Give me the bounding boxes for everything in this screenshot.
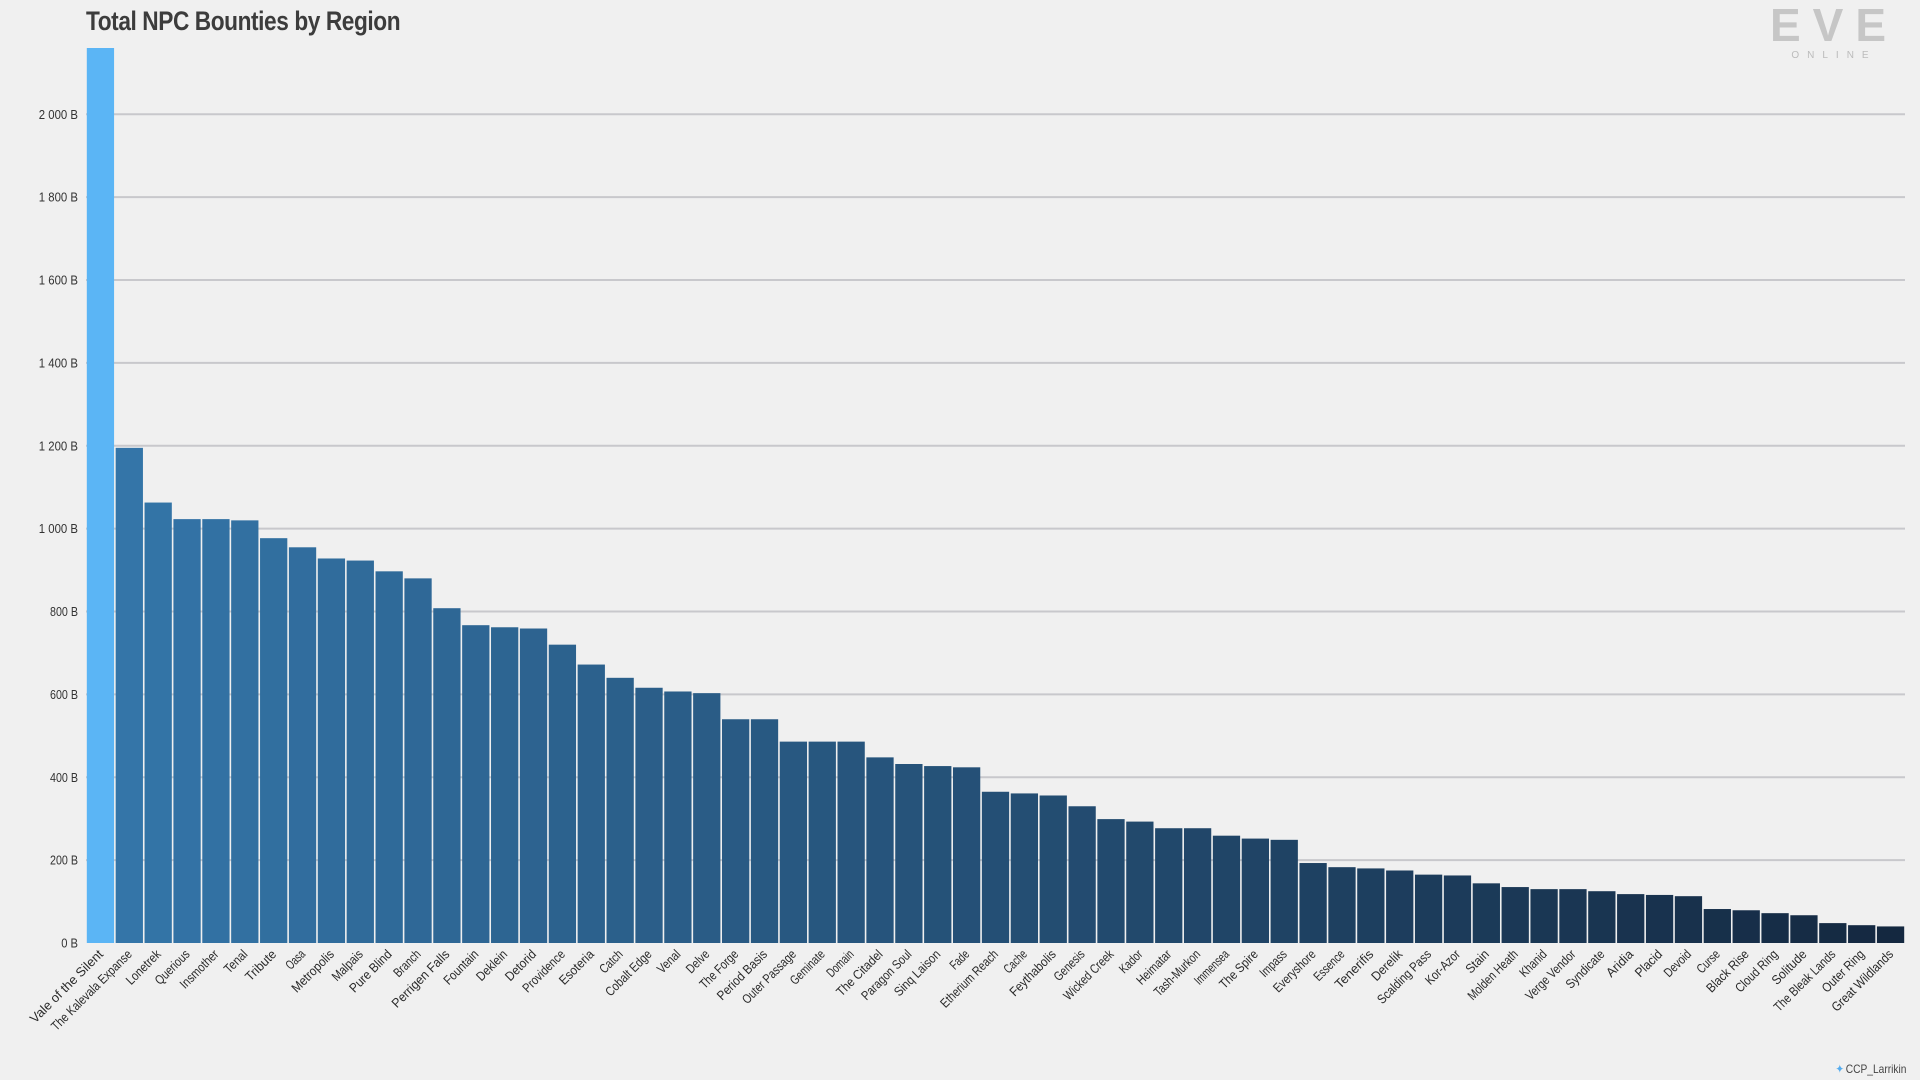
y-tick-label: 1 600 B — [39, 273, 78, 288]
bar-cache — [1010, 793, 1039, 943]
bar-vale-of-the-silent — [86, 48, 115, 943]
bar-fade — [952, 767, 981, 943]
bar-esoteria — [577, 664, 605, 943]
twitter-bird-icon: ✦ — [1835, 1062, 1844, 1076]
y-tick-label: 1 400 B — [39, 355, 78, 370]
bar-branch — [404, 578, 432, 943]
bar-aridia — [1617, 894, 1645, 943]
bar-sinq-laison — [924, 766, 952, 943]
bar-geminate — [808, 741, 836, 943]
bar-curse — [1703, 909, 1731, 943]
bar-detorid — [519, 628, 548, 943]
bar-metropolis — [317, 558, 346, 943]
bar-tenal — [231, 520, 259, 943]
logo-sub-text: ONLINE — [1791, 50, 1877, 61]
logo-main-text: EVE — [1769, 0, 1899, 51]
bar-verge-vendor — [1559, 889, 1587, 943]
bar-great-wildlands — [1876, 926, 1905, 943]
bar-stain — [1472, 883, 1500, 943]
bar-black-rise — [1732, 910, 1760, 943]
bar-solitude — [1790, 915, 1818, 943]
x-tick-label: Venal — [654, 946, 684, 976]
bar-lonetrek — [144, 502, 172, 943]
y-tick-label: 2 000 B — [39, 107, 78, 122]
bar-the-bleak-lands — [1819, 923, 1847, 943]
bar-outer-passage — [779, 741, 808, 943]
author-credit: ✦ CCP_Larrikin — [1835, 1062, 1906, 1076]
x-tick-label: Placid — [1632, 947, 1666, 981]
y-tick-label: 0 B — [61, 936, 78, 951]
bar-heimatar — [1155, 828, 1183, 943]
bar-fountain — [462, 625, 490, 943]
eve-online-logo: EVE ONLINE — [1764, 2, 1904, 61]
x-tick-label: Deklein — [473, 947, 510, 984]
y-tick-label: 400 B — [50, 770, 78, 785]
chart-title: Total NPC Bounties by Region — [86, 6, 401, 36]
bar-venal — [664, 691, 692, 943]
bar-pure-blind — [375, 571, 403, 943]
bar-cobalt-edge — [635, 687, 663, 943]
y-tick-label: 1 800 B — [39, 190, 78, 205]
y-tick-label: 1 000 B — [39, 521, 78, 536]
x-tick-label: Tribute — [242, 947, 279, 984]
bar-derelik — [1386, 870, 1414, 943]
bar-providence — [548, 644, 577, 943]
bar-the-forge — [722, 719, 750, 943]
credit-handle: CCP_Larrikin — [1845, 1062, 1906, 1076]
bar-devoid — [1674, 896, 1703, 943]
bar-cloud-ring — [1761, 913, 1789, 943]
x-tick-label: Devoid — [1661, 947, 1695, 981]
bar-tash-murkon — [1183, 828, 1212, 943]
bar-wicked-creek — [1097, 819, 1125, 943]
y-tick-label: 200 B — [50, 853, 78, 868]
bar-the-citadel — [866, 757, 894, 943]
bar-molden-heath — [1501, 887, 1529, 943]
bar-outer-ring — [1848, 925, 1876, 943]
bar-placid — [1645, 894, 1674, 943]
bar-catch — [606, 677, 634, 943]
bar-tenerifis — [1357, 868, 1385, 943]
bar-syndicate — [1588, 891, 1616, 943]
bar-insmother — [202, 519, 230, 943]
bar-feythabolis — [1039, 795, 1067, 943]
bar-delve — [693, 693, 721, 943]
bar-kor-azor — [1443, 875, 1472, 943]
bar-oasa — [288, 547, 317, 943]
y-tick-label: 1 200 B — [39, 438, 78, 453]
bar-tribute — [260, 538, 288, 943]
bar-malpais — [346, 560, 374, 943]
y-tick-label: 800 B — [50, 604, 78, 619]
bars — [86, 48, 1905, 943]
bar-genesis — [1068, 806, 1096, 943]
bar-querious — [173, 519, 201, 943]
bar-perrigen-falls — [433, 608, 461, 943]
bar-the-kalevala-expanse — [115, 447, 143, 943]
bar-domain — [837, 741, 865, 943]
bar-deklein — [491, 627, 519, 943]
bar-etherium-reach — [981, 791, 1010, 943]
y-tick-label: 600 B — [50, 687, 78, 702]
bar-paragon-soul — [895, 764, 923, 943]
bar-period-basis — [750, 719, 779, 943]
bar-everyshore — [1299, 863, 1327, 943]
bar-impass — [1270, 839, 1298, 943]
bar-immensea — [1212, 835, 1241, 943]
bar-kador — [1126, 821, 1154, 943]
bar-scalding-pass — [1414, 874, 1443, 943]
y-axis-ticks: 0 B 200 B 400 B 600 B 800 B 1 000 B 1 200 B 1 4… — [39, 107, 78, 951]
x-tick-label: Aridia — [1603, 946, 1637, 980]
bar-khanid — [1530, 889, 1558, 943]
bar-the-spire — [1241, 838, 1269, 943]
bar-essence — [1328, 867, 1356, 943]
